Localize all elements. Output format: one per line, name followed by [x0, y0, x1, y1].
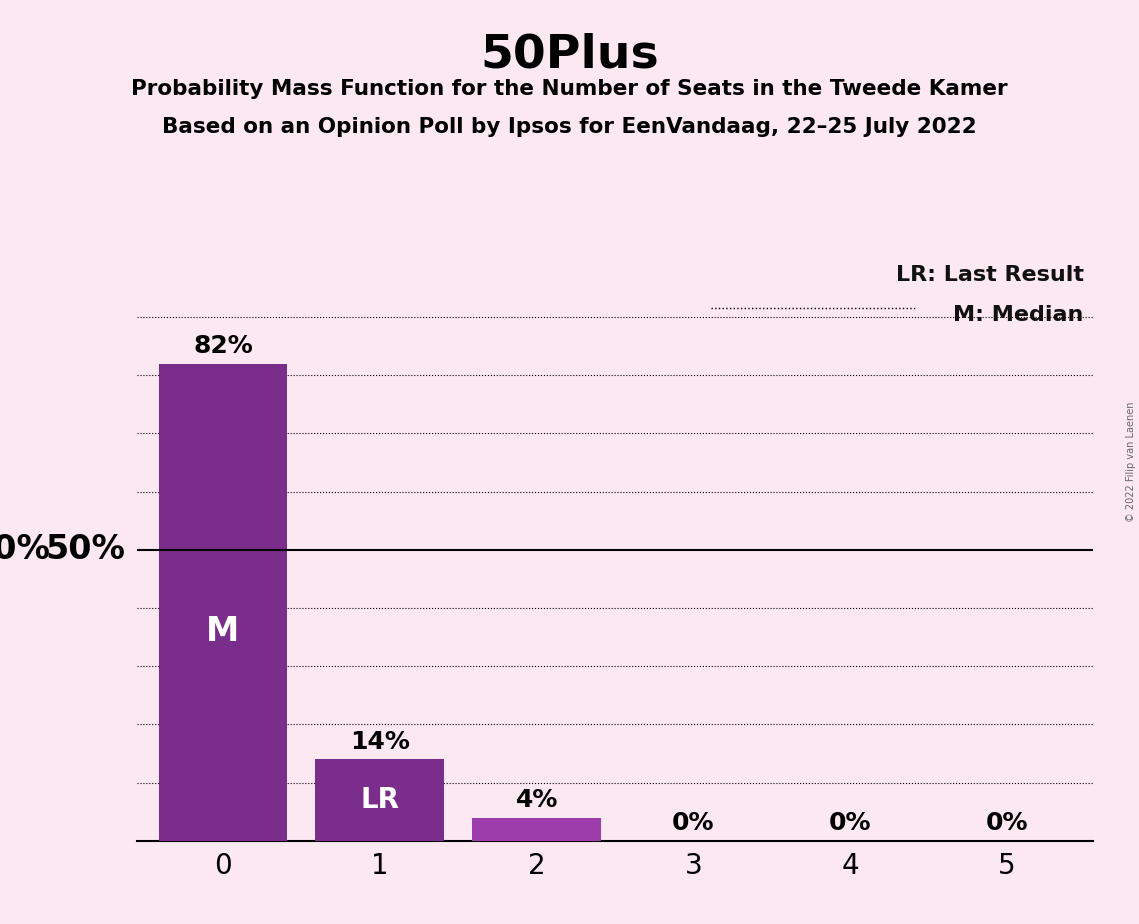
Text: 14%: 14% — [350, 730, 410, 754]
Bar — [473, 818, 601, 841]
Bar — [158, 363, 287, 841]
Text: 0%: 0% — [986, 811, 1029, 835]
Bar — [316, 760, 444, 841]
Text: 50%: 50% — [46, 533, 125, 566]
Text: 0%: 0% — [829, 811, 871, 835]
Text: M: Median: M: Median — [953, 305, 1084, 325]
Text: 0%: 0% — [672, 811, 715, 835]
Text: LR: Last Result: LR: Last Result — [896, 264, 1084, 285]
Text: LR: LR — [360, 786, 400, 814]
Text: © 2022 Filip van Laenen: © 2022 Filip van Laenen — [1126, 402, 1136, 522]
Text: 82%: 82% — [194, 334, 253, 358]
Text: Probability Mass Function for the Number of Seats in the Tweede Kamer: Probability Mass Function for the Number… — [131, 79, 1008, 99]
Text: Based on an Opinion Poll by Ipsos for EenVandaag, 22–25 July 2022: Based on an Opinion Poll by Ipsos for Ee… — [162, 117, 977, 138]
Text: 50%: 50% — [0, 533, 50, 566]
Text: M: M — [206, 614, 239, 648]
Text: 4%: 4% — [516, 788, 558, 812]
Text: 50Plus: 50Plus — [481, 32, 658, 78]
